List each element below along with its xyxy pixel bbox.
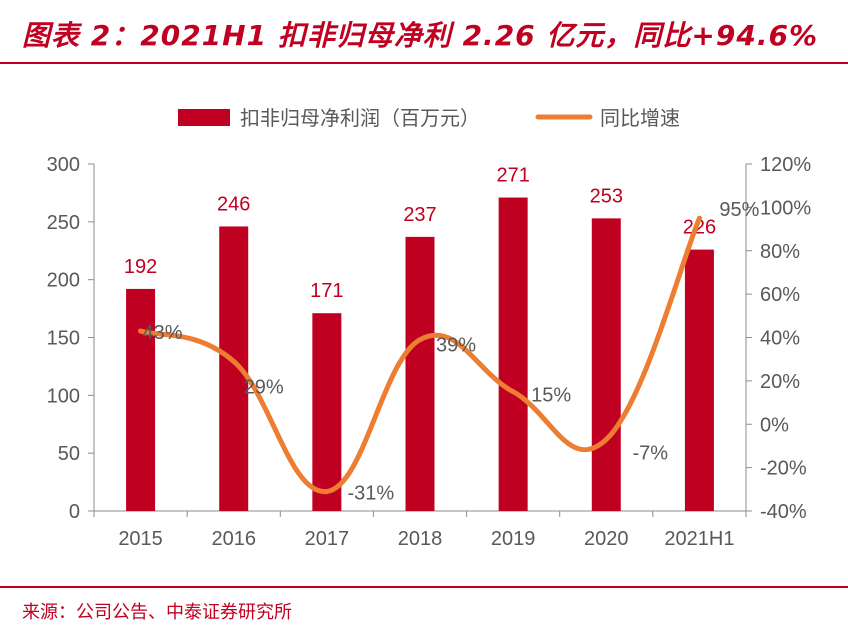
growth-value-label: 43% bbox=[143, 322, 183, 344]
bar-value-label: 253 bbox=[590, 185, 623, 207]
bar-2020 bbox=[591, 218, 621, 511]
legend-bar-label: 扣非归母净利润（百万元） bbox=[240, 106, 480, 130]
x-axis-tick-label: 2021H1 bbox=[664, 528, 734, 550]
growth-value-label: -7% bbox=[632, 442, 668, 464]
growth-value-label: 39% bbox=[436, 335, 476, 357]
left-axis-tick-label: 150 bbox=[47, 328, 80, 350]
growth-point-2018 bbox=[417, 337, 423, 343]
source-note: 来源：公司公告、中泰证券研究所 bbox=[22, 602, 292, 623]
right-axis-tick-label: 20% bbox=[760, 371, 800, 393]
right-axis-tick-label: 60% bbox=[760, 284, 800, 306]
bar-value-label: 171 bbox=[310, 280, 343, 302]
growth-point-2016 bbox=[231, 358, 237, 364]
x-axis-tick-label: 2015 bbox=[118, 528, 163, 550]
x-axis-tick-label: 2016 bbox=[211, 528, 256, 550]
bar-2021H1 bbox=[684, 249, 714, 512]
right-axis-tick-label: -20% bbox=[760, 458, 807, 480]
growth-value-label: 29% bbox=[244, 376, 284, 398]
bar-2015 bbox=[126, 288, 156, 511]
right-axis-tick-label: 100% bbox=[760, 197, 811, 219]
right-axis-tick-label: 40% bbox=[760, 328, 800, 350]
title-divider bbox=[0, 62, 848, 64]
right-axis-tick-label: 120% bbox=[760, 154, 811, 176]
x-axis-tick-label: 2019 bbox=[491, 528, 536, 550]
footer-divider bbox=[0, 586, 848, 588]
growth-point-2017 bbox=[324, 488, 330, 494]
right-axis-tick-label: -40% bbox=[760, 501, 807, 523]
x-axis-tick-label: 2017 bbox=[305, 528, 350, 550]
bar-2017 bbox=[312, 313, 342, 511]
growth-value-label: 15% bbox=[531, 385, 571, 407]
growth-value-label: -31% bbox=[348, 482, 395, 504]
chart-title: 图表 2：2021H1 扣非归母净利 2.26 亿元，同比+94.6% bbox=[22, 19, 819, 52]
left-axis-tick-label: 100 bbox=[47, 385, 80, 407]
left-axis-tick-label: 50 bbox=[58, 443, 80, 465]
right-axis-tick-label: 80% bbox=[760, 241, 800, 263]
legend-bar-swatch bbox=[178, 109, 230, 126]
growth-point-2019 bbox=[510, 389, 516, 395]
left-axis-tick-label: 300 bbox=[47, 154, 80, 176]
bar-value-label: 271 bbox=[496, 165, 529, 187]
bar-value-label: 226 bbox=[683, 217, 716, 239]
x-axis-tick-label: 2020 bbox=[584, 528, 629, 550]
x-axis-tick-label: 2018 bbox=[398, 528, 443, 550]
combo-chart: 0 50 100 150 200 250 300 -40% -20% 0% 20% 40% 60% 80%… bbox=[47, 106, 812, 550]
growth-point-2020 bbox=[603, 436, 609, 442]
growth-value-label: 95% bbox=[719, 199, 759, 221]
bar-value-label: 237 bbox=[403, 204, 436, 226]
growth-point-2015 bbox=[138, 328, 144, 334]
bar-2018 bbox=[405, 236, 435, 511]
bar-value-label: 192 bbox=[124, 256, 157, 278]
legend-line-label: 同比增速 bbox=[600, 106, 680, 130]
bar-2019 bbox=[498, 197, 528, 511]
left-axis-tick-label: 200 bbox=[47, 270, 80, 292]
growth-point-2021H1 bbox=[696, 215, 702, 221]
bar-value-label: 246 bbox=[217, 193, 250, 215]
right-axis-tick-label: 0% bbox=[760, 414, 789, 436]
left-axis-tick-label: 0 bbox=[69, 501, 80, 523]
left-axis-tick-label: 250 bbox=[47, 212, 80, 234]
